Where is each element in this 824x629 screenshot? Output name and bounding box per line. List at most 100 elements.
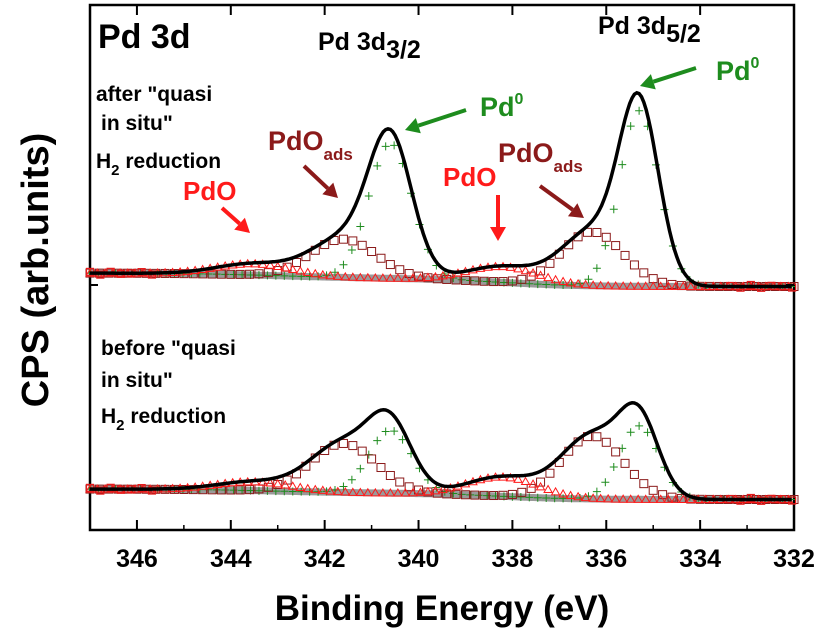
after-PdOads-point — [442, 274, 452, 284]
pdo-label-3d52: PdO — [443, 162, 496, 192]
after-PdOads-point — [357, 240, 367, 250]
before-PdOads-point — [395, 477, 405, 487]
before-envelope-line — [90, 401, 792, 502]
pd0-label-3d32-sup: 0 — [515, 91, 524, 108]
pdoads-arrow-3d52-shaft — [538, 184, 574, 212]
after-PdO-point — [332, 271, 343, 280]
after-PdOads-point — [536, 266, 546, 276]
before-PdO-point — [272, 478, 283, 488]
before-PdOads-point — [470, 490, 480, 500]
before-PdOads-point — [245, 485, 255, 495]
after-PdO-point — [280, 262, 291, 272]
before-PdOads-point — [414, 485, 424, 495]
x-tick-label: 344 — [210, 545, 252, 573]
pd0-arrow-3d32 — [405, 108, 467, 134]
after-PdO-point — [573, 278, 583, 288]
before-PdO-point — [302, 483, 313, 493]
after-PdO-point — [415, 272, 426, 282]
after-PdOads-point — [207, 269, 217, 279]
pd0-arrow-3d32-shaft — [417, 108, 467, 128]
after-PdO-point — [393, 273, 403, 282]
before-PdOads-point — [545, 468, 555, 478]
before-PdOads-point — [536, 477, 546, 487]
after-PdOads-point — [404, 269, 414, 279]
pd32-label: Pd 3d3/2 — [318, 28, 421, 64]
after-PdO-point — [438, 270, 448, 280]
pd0-arrow-3d52 — [640, 66, 697, 90]
before-PdOads-point — [601, 437, 611, 447]
chart-title: Pd 3d — [98, 18, 191, 56]
after-reduction: reduction — [120, 150, 222, 173]
before-PdO-point — [655, 494, 666, 503]
before-Pd0-point — [508, 492, 517, 501]
before-PdO-point — [663, 494, 674, 503]
after-PdO-point — [633, 281, 644, 290]
after-Pd0-point — [347, 246, 356, 255]
after-PdOads-point — [376, 253, 386, 263]
before-PdO-point — [550, 486, 561, 496]
after-Pd0-point — [356, 222, 365, 231]
before-Pd0-point — [356, 464, 365, 473]
after-PdOads-point — [385, 260, 395, 270]
after-PdO-point — [347, 272, 358, 281]
after-Pd0-point — [542, 280, 551, 289]
pdoads-label-3d32-sub: ads — [324, 145, 353, 164]
before-PdOads-point — [629, 469, 639, 479]
before-PdO-point — [385, 488, 396, 497]
after-PdO-point — [423, 272, 433, 282]
after-PdO-point — [685, 281, 696, 290]
pdo-arrow-3d32-head — [234, 217, 250, 233]
before-PdO-point — [287, 481, 298, 490]
after-Pd0-point — [525, 279, 534, 288]
after-PdO-point — [265, 260, 276, 269]
before-PdO-point — [610, 494, 621, 503]
pdo-label-3d32: PdO — [183, 176, 236, 206]
after-PdO-point — [535, 270, 546, 279]
pd0-label-3d52-main: Pd — [716, 56, 751, 86]
pd0-label-3d52: Pd0 — [716, 55, 760, 86]
before-PdOads-point — [235, 485, 245, 495]
after-h2-sub: 2 — [111, 162, 119, 179]
after-Pd0-point — [381, 142, 390, 151]
pdoads-label-3d52: PdOads — [498, 138, 583, 176]
after-Pd0-point — [601, 241, 610, 250]
pd0-arrow-3d52-shaft — [652, 66, 697, 84]
x-tick-label: 340 — [398, 545, 440, 573]
after-PdO-point — [520, 265, 531, 275]
before-PdO-point — [595, 493, 606, 503]
pdo-arrow-3d32-shaft — [220, 206, 241, 226]
before-PdO-point — [310, 484, 321, 494]
after-PdO-point — [648, 281, 659, 290]
before-reduction: reduction — [125, 405, 227, 428]
after-PdOads-point — [582, 227, 592, 237]
after-Pd0-point — [491, 277, 500, 286]
after-PdOads-point — [479, 276, 489, 286]
before-PdOads-point — [620, 458, 630, 468]
arrow-layer — [220, 66, 697, 241]
after-PdOads-point — [498, 277, 508, 287]
after-PdO-point — [400, 273, 411, 282]
after-PdO-point — [362, 272, 373, 282]
after-PdOads-point — [338, 234, 348, 244]
before-Pd0-point — [643, 428, 652, 437]
after-Pd0-point — [238, 270, 247, 279]
before-PdOads-point — [479, 490, 489, 500]
after-PdO-point — [595, 280, 606, 290]
after-label-line2: in situ" — [101, 112, 173, 135]
x-axis-title: Binding Energy (eV) — [275, 589, 609, 628]
after-PdOads-point — [611, 241, 621, 251]
before-Pd0-point — [390, 427, 399, 436]
before-PdO-point — [370, 487, 381, 497]
before-PdOads-point — [348, 441, 358, 451]
after-h2: H — [96, 150, 111, 173]
after-PdO-point — [513, 263, 523, 273]
x-tick-label: 334 — [679, 545, 721, 573]
after-PdOads-point — [292, 257, 302, 267]
before-Pd0-point — [381, 427, 390, 436]
after-PdO-point — [378, 273, 388, 282]
after-PdO-point — [610, 281, 621, 290]
after-Pd0-point — [635, 106, 644, 115]
pd0-arrow-3d32-head — [405, 118, 421, 134]
after-label-line1: after "quasi — [96, 83, 212, 106]
after-PdOads-point — [639, 268, 649, 278]
